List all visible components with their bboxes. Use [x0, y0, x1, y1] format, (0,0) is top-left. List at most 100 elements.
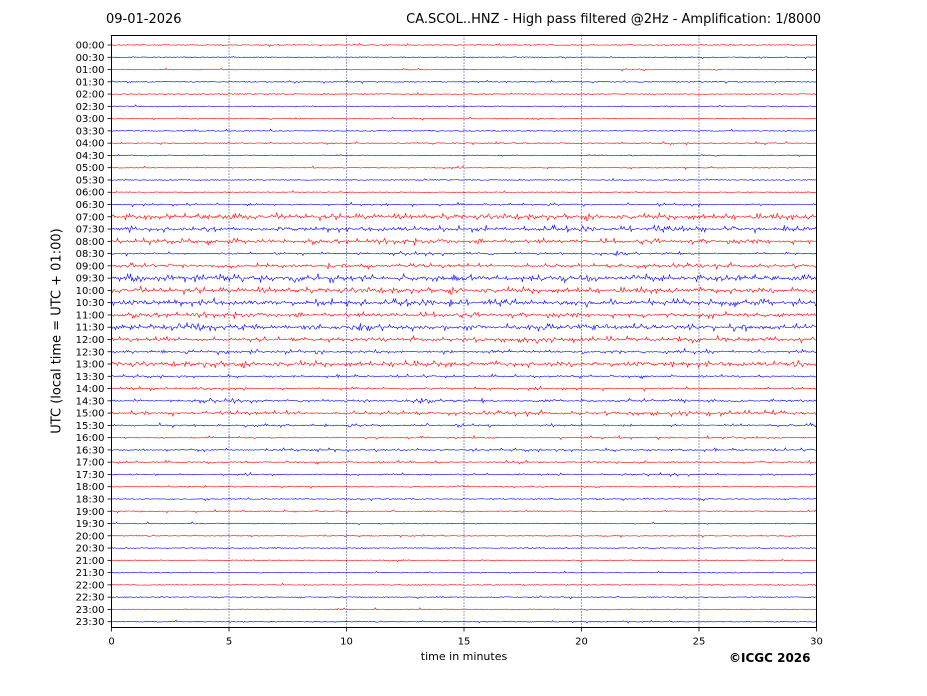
y-tick-label: 08:00: [76, 237, 105, 248]
trace-row-1300: [111, 359, 817, 369]
y-tick-label: 21:30: [76, 568, 105, 579]
y-tick-label: 15:00: [76, 409, 105, 420]
y-tick-label: 13:00: [76, 360, 105, 371]
y-tick-label: 20:30: [76, 544, 105, 555]
y-tick-label: 18:30: [76, 494, 105, 505]
y-tick-label: 11:30: [76, 323, 105, 334]
x-tick-label: 5: [226, 637, 232, 648]
y-tick-label: 01:30: [76, 77, 105, 88]
trace-rows: [111, 42, 817, 624]
trace-row-2000: [111, 533, 817, 538]
y-tick-label: 06:30: [76, 200, 105, 211]
trace-row-0930: [111, 272, 817, 284]
trace-row-0500: [111, 165, 817, 170]
trace-row-1430: [111, 397, 817, 405]
x-tick-label: 10: [340, 637, 353, 648]
trace-row-0830: [111, 249, 817, 257]
trace-row-2100: [111, 559, 817, 563]
trace-row-1400: [111, 385, 817, 392]
trace-row-2200: [111, 582, 817, 587]
trace-row-2130: [111, 570, 817, 574]
x-tick-label: 20: [575, 637, 588, 648]
trace-row-1500: [111, 409, 817, 418]
y-tick-label: 06:00: [76, 188, 105, 199]
trace-row-1100: [111, 310, 817, 320]
y-tick-label: 23:30: [76, 617, 105, 628]
trace-row-1200: [111, 334, 817, 344]
trace-row-1130: [111, 321, 817, 333]
y-tick-label: 14:30: [76, 396, 105, 407]
trace-row-0530: [111, 178, 817, 182]
trace-row-0800: [111, 237, 817, 247]
y-tick-label: 19:30: [76, 519, 105, 530]
trace-row-0730: [111, 224, 817, 235]
y-tick-label: 19:00: [76, 507, 105, 518]
y-tick-label: 02:30: [76, 102, 105, 113]
trace-row-1730: [111, 471, 817, 477]
x-tick-label: 15: [458, 637, 471, 648]
header-date: 09-01-2026: [106, 12, 182, 27]
y-tick-label: 07:30: [76, 225, 105, 236]
trace-row-2230: [111, 595, 817, 600]
trace-row-1830: [111, 497, 817, 502]
y-tick-label: 22:30: [76, 593, 105, 604]
y-tick-label: 10:30: [76, 298, 105, 309]
y-axis-label: UTC (local time = UTC + 01:00): [49, 228, 65, 434]
trace-row-1930: [111, 521, 817, 526]
x-axis: 0 5 10 15 20 25 30: [108, 627, 823, 648]
y-tick-label: 04:00: [76, 139, 105, 150]
trace-row-0030: [111, 56, 817, 60]
chart-title: CA.SCOL..HNZ - High pass filtered @2Hz -…: [406, 12, 821, 27]
trace-row-2030: [111, 546, 817, 550]
plot-frame: [111, 35, 817, 628]
y-tick-label: 08:30: [76, 249, 105, 260]
y-tick-label: 23:00: [76, 605, 105, 616]
trace-row-0600: [111, 190, 817, 194]
y-tick-label: 03:30: [76, 126, 105, 137]
trace-row-0000: [111, 42, 817, 47]
trace-row-0430: [111, 154, 817, 157]
y-tick-label: 12:30: [76, 347, 105, 358]
copyright-label: ©ICGC 2026: [729, 651, 811, 665]
y-tick-label: 05:30: [76, 175, 105, 186]
trace-row-0900: [111, 261, 817, 271]
trace-row-2300: [111, 607, 817, 611]
y-tick-label: 00:00: [76, 41, 105, 52]
trace-row-0130: [111, 79, 817, 85]
y-tick-label: 17:30: [76, 470, 105, 481]
y-tick-label: 00:30: [76, 53, 105, 64]
y-tick-label: 17:00: [76, 458, 105, 469]
y-tick-label: 09:30: [76, 274, 105, 285]
trace-row-1230: [111, 347, 817, 356]
trace-row-0700: [111, 211, 817, 222]
trace-row-1900: [111, 508, 817, 514]
y-tick-label: 01:00: [76, 65, 105, 76]
y-tick-label: 03:00: [76, 114, 105, 125]
y-tick-label: 02:00: [76, 90, 105, 101]
y-tick-label: 12:00: [76, 335, 105, 346]
y-tick-label: 21:00: [76, 556, 105, 567]
trace-row-1700: [111, 459, 817, 466]
trace-row-1600: [111, 434, 817, 441]
y-tick-label: 20:00: [76, 531, 105, 542]
trace-row-1030: [111, 296, 817, 308]
trace-row-0400: [111, 141, 817, 146]
y-tick-label: 14:00: [76, 384, 105, 395]
y-tick-label: 16:30: [76, 445, 105, 456]
trace-row-1530: [111, 422, 817, 429]
trace-row-0300: [111, 116, 817, 121]
trace-row-0200: [111, 92, 817, 96]
y-tick-label: 07:00: [76, 212, 105, 223]
y-tick-label: 15:30: [76, 421, 105, 432]
x-tick-label: 0: [108, 637, 114, 648]
y-tick-label: 09:00: [76, 261, 105, 272]
y-tick-label: 11:00: [76, 310, 105, 321]
vertical-gridlines: [228, 35, 700, 628]
trace-row-1800: [111, 484, 817, 489]
y-tick-label: 05:00: [76, 163, 105, 174]
trace-row-1330: [111, 373, 817, 380]
y-tick-label: 04:30: [76, 151, 105, 162]
y-tick-label: 16:00: [76, 433, 105, 444]
